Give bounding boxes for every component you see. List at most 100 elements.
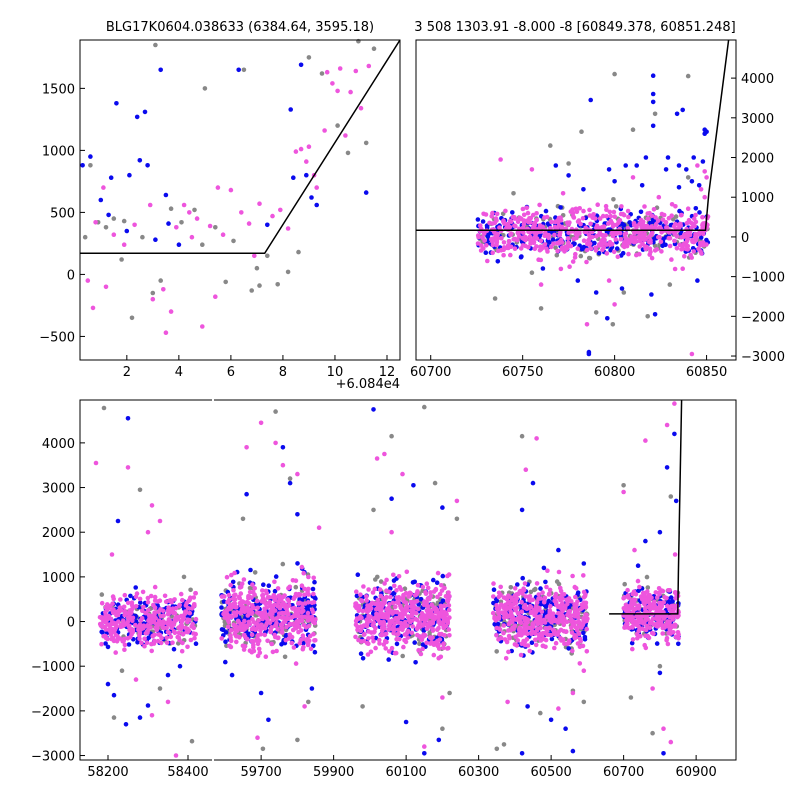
full-data-point	[574, 620, 580, 625]
full-data-point	[437, 620, 442, 625]
recent-data-point	[700, 214, 705, 220]
zoom-data-point	[194, 216, 200, 221]
full-data-point	[159, 635, 164, 641]
full-data-point	[306, 574, 311, 580]
full-data-point	[446, 627, 452, 632]
recent-data-point	[490, 210, 495, 216]
recent-data-point	[477, 228, 483, 234]
full-data-point	[365, 603, 370, 608]
recent-data-point	[667, 243, 673, 249]
full-ytick-label: −1000	[31, 660, 75, 675]
full-data-point	[165, 621, 171, 627]
full-data-point	[239, 581, 245, 587]
recent-ytick-label: −1000	[741, 271, 785, 286]
zoom-data-point	[147, 202, 153, 208]
recent-data-point	[586, 351, 592, 357]
full-data-point	[538, 710, 543, 716]
full-data-point	[256, 638, 262, 643]
recent-data-point	[575, 219, 581, 224]
full-data-point	[105, 602, 110, 607]
full-data-point	[657, 529, 663, 535]
full-data-point	[142, 636, 147, 641]
full-data-point	[651, 606, 657, 611]
zoom-data-point	[366, 63, 372, 69]
full-data-point	[662, 625, 667, 630]
zoom-data-point	[90, 305, 96, 311]
full-data-point	[265, 638, 270, 644]
full-data-point	[103, 609, 108, 615]
full-data-point	[432, 480, 438, 486]
full-data-point	[162, 593, 168, 599]
full-data-point	[161, 619, 166, 624]
full-data-point	[189, 738, 195, 744]
full-data-point	[414, 625, 420, 631]
full-data-point	[569, 630, 575, 635]
recent-data-point	[685, 175, 691, 180]
recent-data-point	[508, 232, 513, 237]
full-data-point	[129, 600, 135, 605]
recent-data-point	[538, 282, 544, 287]
recent-data-point	[619, 286, 625, 291]
full-data-point	[300, 601, 306, 607]
full-data-point	[558, 627, 564, 633]
recent-data-point	[537, 202, 542, 208]
full-data-point	[264, 591, 270, 596]
full-data-point	[566, 596, 572, 601]
recent-data-point	[649, 255, 655, 261]
recent-data-point	[566, 173, 571, 178]
recent-data-point	[587, 241, 593, 246]
recent-data-point	[588, 97, 593, 103]
full-data-point	[634, 622, 639, 628]
full-xtick-label: 60300	[458, 765, 499, 780]
full-data-point	[173, 753, 179, 758]
full-data-point	[583, 601, 588, 606]
recent-data-point	[566, 161, 571, 166]
full-data-point	[297, 614, 302, 619]
full-data-point	[247, 585, 253, 591]
full-data-point	[664, 465, 670, 470]
full-data-point	[446, 572, 452, 577]
full-data-point	[180, 597, 185, 603]
full-data-point	[581, 595, 587, 600]
full-data-point	[140, 608, 145, 613]
recent-data-point	[579, 129, 584, 134]
full-data-point	[290, 606, 295, 611]
recent-data-point	[527, 234, 533, 239]
full-data-point	[654, 641, 660, 646]
full-data-point	[251, 605, 257, 611]
full-plot-area	[80, 400, 212, 760]
full-data-point	[154, 622, 159, 627]
full-data-point	[405, 605, 410, 610]
full-data-point	[291, 621, 296, 627]
recent-data-point	[494, 218, 499, 223]
full-data-point	[179, 618, 184, 624]
zoom-data-point	[239, 210, 244, 215]
recent-data-point	[548, 244, 554, 250]
full-data-point	[280, 462, 286, 468]
full-data-point	[171, 622, 177, 627]
full-data-point	[540, 636, 546, 641]
full-data-point	[244, 491, 249, 497]
recent-data-point	[508, 252, 513, 258]
full-data-point	[262, 606, 267, 611]
full-data-point	[109, 636, 114, 642]
recent-data-point	[645, 216, 651, 222]
full-data-point	[262, 632, 268, 638]
full-data-point	[657, 591, 662, 596]
full-data-point	[655, 624, 661, 629]
full-data-point	[538, 586, 543, 591]
full-data-point	[152, 611, 157, 617]
full-data-point	[232, 624, 238, 630]
full-data-point	[306, 699, 311, 705]
full-data-point	[658, 619, 664, 625]
zoom-xtick-label: 8	[279, 365, 287, 380]
full-data-point	[647, 592, 652, 598]
full-data-point	[623, 608, 629, 613]
recent-data-point	[520, 243, 526, 248]
full-data-point	[172, 630, 178, 636]
full-data-point	[374, 613, 380, 619]
full-data-point	[388, 594, 393, 600]
full-data-point	[434, 580, 440, 585]
full-data-point	[368, 614, 373, 620]
full-data-point	[643, 538, 648, 544]
